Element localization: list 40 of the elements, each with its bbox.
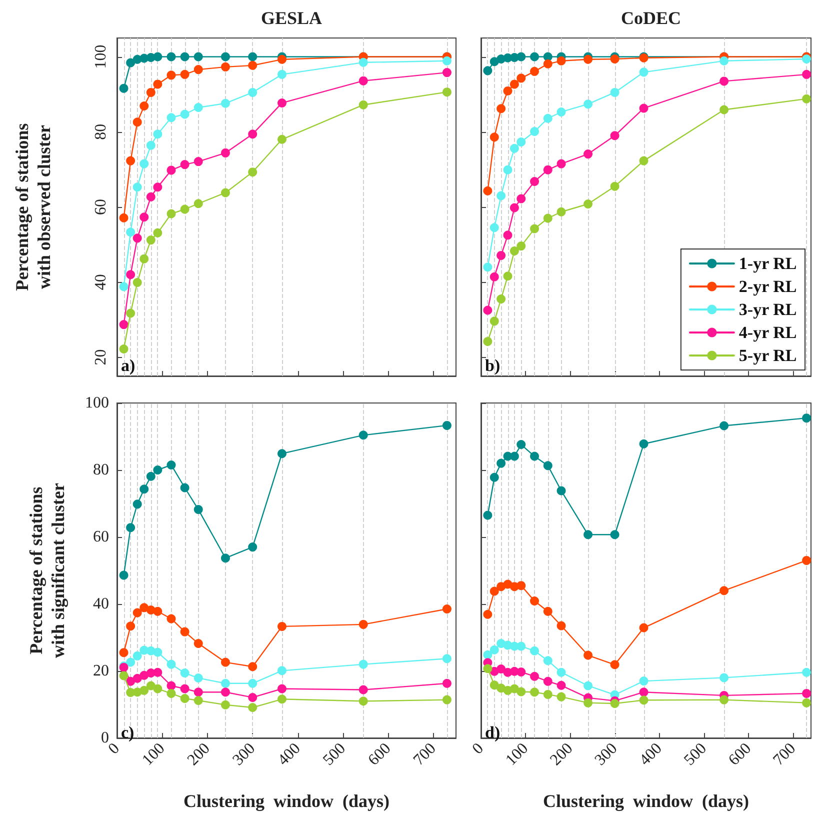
- x-tick-label: 600: [726, 740, 755, 769]
- y-axis-title: Percentage of stations with significant cluster: [26, 483, 68, 658]
- chart-title: CoDEC: [620, 8, 682, 28]
- x-tick-label: 100: [502, 740, 532, 769]
- legend-label: 1-yr RL: [738, 254, 797, 273]
- y-tick-label: 40: [93, 596, 109, 612]
- x-tick-label: 700: [410, 740, 440, 769]
- x-tick-label: 500: [681, 740, 710, 769]
- y-tick-label: 20: [92, 349, 110, 366]
- x-tick-label: 300: [592, 740, 621, 769]
- x-tick-label: 400: [274, 740, 304, 769]
- x-tick-label: 100: [139, 740, 168, 769]
- y-tick-label: 20: [93, 662, 109, 680]
- annotation: d): [485, 723, 500, 742]
- annotation: c): [121, 723, 134, 742]
- y-axis-title: Percentage of stations with observed cluster: [12, 123, 54, 291]
- legend-label: 2-yr RL: [738, 277, 797, 296]
- y-tick-label: 40: [92, 274, 110, 290]
- x-tick-label: 300: [230, 740, 259, 769]
- y-tick-label: 60: [93, 528, 109, 546]
- x-tick-label: 500: [320, 740, 350, 769]
- x-tick-label: 200: [547, 740, 576, 769]
- y-tick-label: 80: [92, 124, 110, 140]
- x-tick-label: 400: [636, 740, 666, 769]
- legend-label: 3-yr RL: [738, 300, 797, 319]
- annotation: a): [121, 356, 136, 375]
- x-tick-label: 600: [365, 740, 394, 769]
- chart-title: GESLA: [260, 8, 322, 28]
- y-tick-label: 60: [92, 199, 110, 215]
- x-axis-title: Clustering window (days): [183, 791, 390, 811]
- legend-label: 4-yr RL: [738, 323, 797, 342]
- x-tick-label: 700: [770, 740, 800, 769]
- x-tick-label: 0: [469, 740, 488, 758]
- y-tick-label: 100: [92, 44, 110, 69]
- x-axis-title: Clustering window (days): [542, 791, 750, 811]
- annotation: b): [485, 356, 500, 375]
- y-tick-label: 100: [85, 394, 109, 412]
- y-tick-label: 80: [93, 462, 109, 478]
- x-tick-label: 200: [184, 740, 214, 769]
- legend-label: 5-yr RL: [738, 346, 797, 365]
